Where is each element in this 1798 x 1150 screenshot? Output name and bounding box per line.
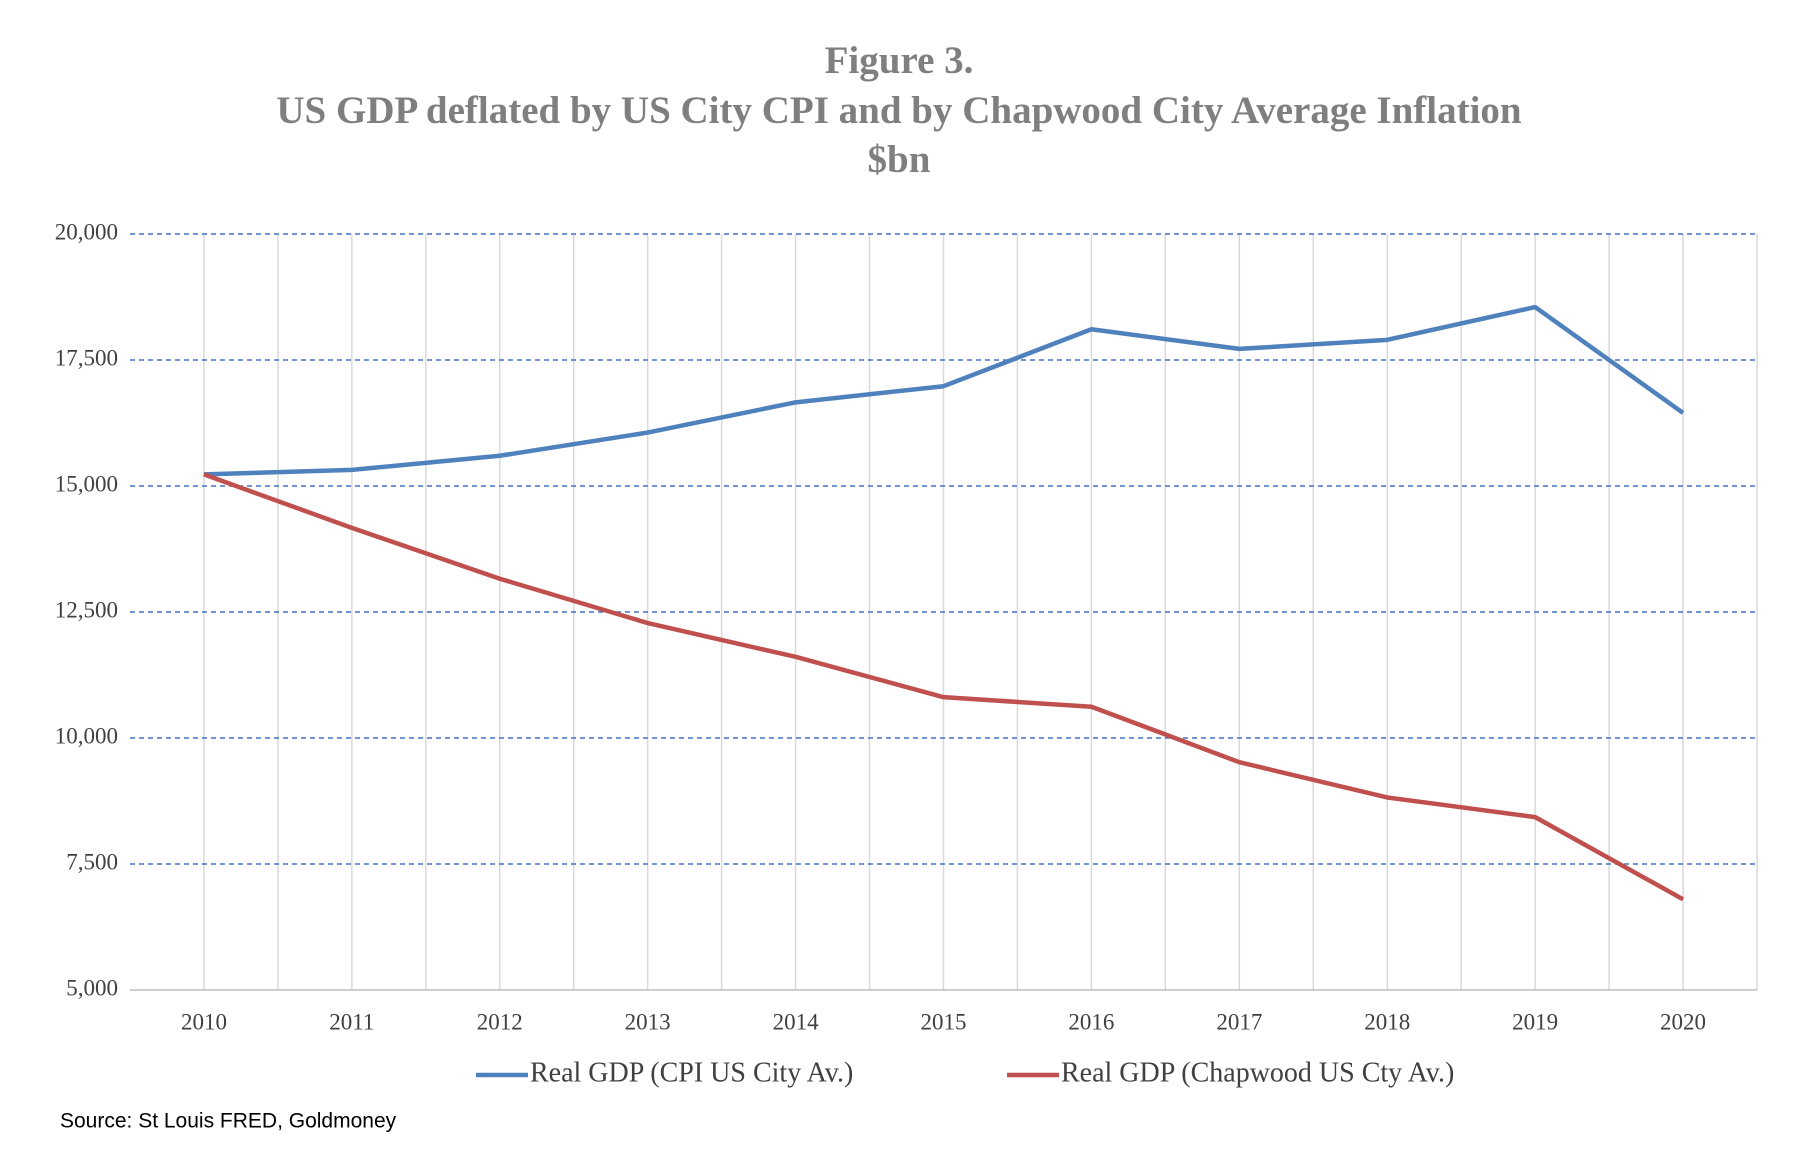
y-tick-label: 15,000 — [55, 471, 118, 496]
y-tick-label: 10,000 — [55, 723, 118, 748]
source-note: Source: St Louis FRED, Goldmoney — [60, 1110, 397, 1133]
y-axis-label: $bn — [868, 138, 931, 181]
series-line — [203, 472, 1685, 902]
x-tick-label: 2020 — [1660, 1009, 1706, 1034]
y-tick-label: 12,500 — [55, 597, 118, 622]
chart-title: Figure 3. — [825, 39, 974, 82]
x-tick-label: 2014 — [773, 1009, 820, 1034]
series-line — [203, 304, 1685, 477]
y-tick-label: 17,500 — [55, 345, 118, 370]
x-tick-label: 2013 — [625, 1009, 671, 1034]
x-tick-label: 2015 — [921, 1009, 967, 1034]
x-tick-label: 2018 — [1364, 1009, 1410, 1034]
x-tick-label: 2016 — [1068, 1009, 1114, 1034]
y-tick-label: 7,500 — [66, 849, 118, 874]
chart-subtitle: US GDP deflated by US City CPI and by Ch… — [276, 89, 1522, 132]
x-tick-label: 2011 — [329, 1009, 374, 1034]
y-tick-label: 5,000 — [66, 975, 118, 1000]
y-tick-label: 20,000 — [55, 219, 118, 244]
x-tick-label: 2017 — [1216, 1009, 1262, 1034]
x-tick-label: 2019 — [1512, 1009, 1558, 1034]
legend-label: Real GDP (Chapwood US Cty Av.) — [1061, 1057, 1454, 1088]
legend-label: Real GDP (CPI US City Av.) — [530, 1057, 853, 1088]
x-tick-label: 2010 — [181, 1009, 227, 1034]
x-tick-label: 2012 — [477, 1009, 523, 1034]
